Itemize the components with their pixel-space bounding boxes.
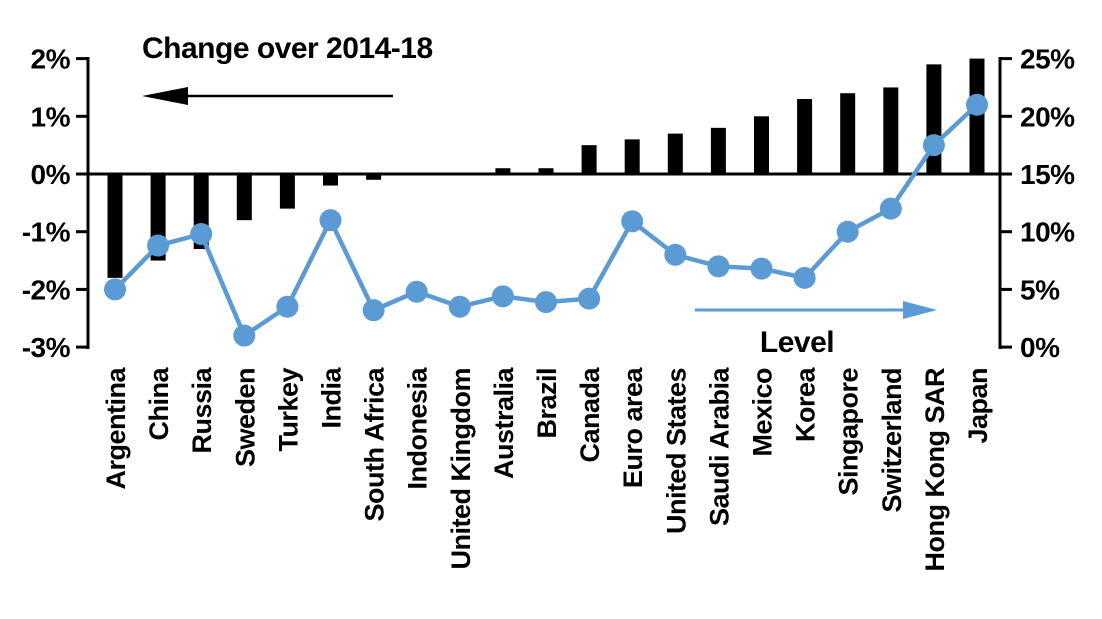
x-label-euro-area: Euro area [618, 367, 648, 489]
x-label-mexico: Mexico [748, 368, 778, 457]
marker-china [147, 234, 170, 257]
marker-mexico [750, 257, 773, 280]
left-axis-tick-label: 2% [31, 44, 71, 75]
x-label-switzerland: Switzerland [877, 368, 907, 513]
x-axis-labels: Argentina China Russia Sweden Turkey India Sou… [101, 367, 993, 572]
left-axis-tick-label: 0% [31, 159, 71, 190]
axes: 2% 1% 0% -1% -2% -3% 25% 20% 15% 10% 5% 0% [22, 44, 1076, 364]
x-label-sweden: Sweden [230, 368, 260, 467]
right-axis-tick-label: 0% [1020, 332, 1060, 363]
x-label-korea: Korea [791, 367, 821, 443]
marker-south-africa [362, 299, 385, 322]
bar-sweden [236, 174, 252, 221]
x-label-brazil: Brazil [532, 368, 562, 439]
marker-singapore [836, 220, 859, 243]
x-label-india: India [317, 367, 347, 429]
bar-canada [581, 145, 597, 174]
left-axis-tick-label: -1% [22, 217, 71, 248]
x-label-hong-kong-sar: Hong Kong SAR [920, 368, 950, 571]
marker-switzerland [879, 197, 902, 220]
x-label-australia: Australia [489, 367, 519, 480]
bar-united-states [667, 133, 683, 174]
bar-series-label: Change over 2014-18 [142, 32, 433, 65]
marker-saudi-arabia [707, 255, 730, 278]
bar-switzerland [883, 87, 899, 174]
right-arrow-icon [903, 301, 937, 319]
marker-brazil [535, 291, 557, 314]
bar-euro-area [624, 139, 640, 174]
bar-mexico [754, 116, 769, 174]
x-label-south-africa: South Africa [360, 367, 390, 522]
right-axis-tick-label: 10% [1020, 217, 1075, 248]
marker-india [319, 209, 342, 232]
bar-saudi-arabia [710, 127, 726, 174]
x-label-canada: Canada [575, 367, 605, 463]
left-axis-tick-label: -2% [22, 274, 71, 305]
marker-euro-area [621, 210, 644, 233]
marker-sweden [233, 324, 256, 347]
x-label-indonesia: Indonesia [403, 367, 433, 490]
x-label-argentina: Argentina [101, 367, 131, 490]
bar-australia [495, 168, 511, 174]
bar-turkey [279, 174, 295, 209]
marker-indonesia [405, 280, 428, 303]
bar-korea [797, 98, 813, 174]
x-label-turkey: Turkey [273, 368, 303, 452]
left-arrow-icon [142, 87, 188, 105]
bar-south-africa [366, 174, 382, 180]
x-label-united-states: United States [661, 368, 691, 534]
bar-argentina [107, 174, 123, 278]
right-axis-tick-label: 5% [1020, 274, 1060, 305]
marker-united-states [664, 243, 687, 266]
marker-argentina [104, 278, 126, 301]
marker-turkey [276, 295, 299, 318]
marker-australia [491, 285, 514, 308]
right-axis-tick-label: 25% [1020, 44, 1075, 75]
line-series-label: Level [760, 326, 834, 359]
right-axis-tick-label: 15% [1020, 159, 1075, 190]
marker-hong-kong-sar [922, 134, 945, 157]
left-axis-tick-label: 1% [31, 101, 71, 132]
bar-india [323, 174, 338, 186]
x-label-singapore: Singapore [834, 368, 864, 496]
bar-brazil [538, 168, 554, 174]
x-label-japan: Japan [963, 368, 993, 444]
bar-singapore [840, 93, 856, 174]
marker-korea [793, 266, 816, 289]
bar-hong-kong-sar [926, 64, 942, 174]
marker-united-kingdom [448, 295, 471, 318]
marker-canada [578, 287, 601, 310]
x-label-saudi-arabia: Saudi Arabia [704, 367, 734, 527]
x-label-china: China [144, 367, 174, 441]
right-axis-tick-label: 20% [1020, 101, 1075, 132]
x-label-russia: Russia [187, 367, 217, 454]
marker-russia [190, 223, 213, 246]
bar-japan [969, 58, 985, 174]
x-label-united-kingdom: United Kingdom [446, 368, 476, 569]
annotations: Change over 2014-18 Level [142, 32, 937, 359]
left-axis-tick-label: -3% [22, 332, 71, 363]
marker-japan [966, 93, 988, 116]
